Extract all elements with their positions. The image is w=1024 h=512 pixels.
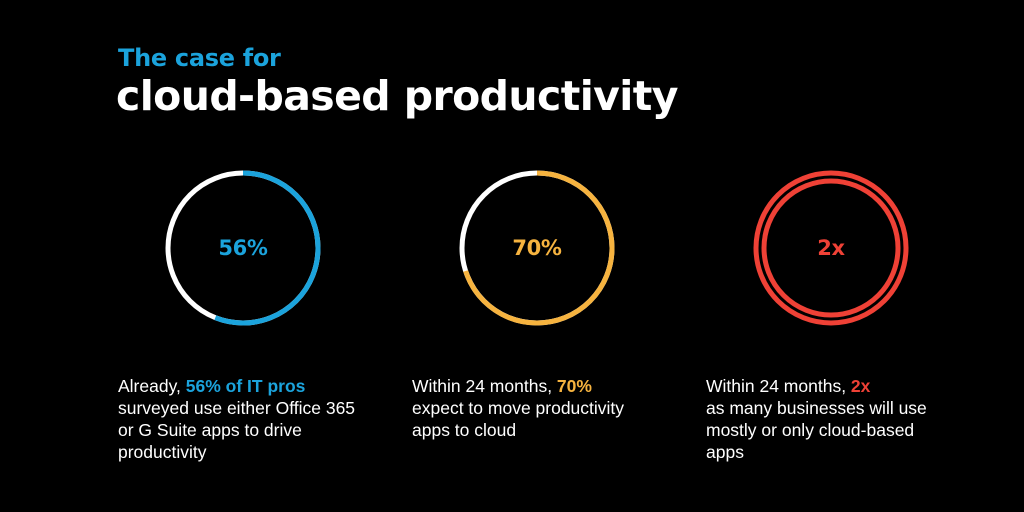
stat-description: Already, 56% of IT pros surveyed use eit… — [118, 375, 368, 463]
stat-description: Within 24 months, 2x as many businesses … — [706, 375, 956, 463]
progress-ring-70: 70% — [457, 168, 617, 328]
stat-value: 2x — [817, 236, 845, 260]
page-title: cloud-based productivity — [116, 72, 678, 120]
stat-value: 70% — [512, 236, 562, 260]
desc-highlight: 2x — [850, 376, 871, 396]
stat-description: Within 24 months, 70% expect to move pro… — [412, 375, 662, 441]
desc-body: as many businesses will use mostly or on… — [706, 398, 927, 462]
ring-progress — [459, 170, 615, 326]
ring-outer — [753, 170, 909, 326]
ring-inner — [761, 178, 901, 318]
desc-body: expect to move productivity apps to clou… — [412, 398, 625, 440]
double-ring-2x: 2x — [751, 168, 911, 328]
desc-lead: Within 24 months, — [706, 376, 851, 396]
desc-highlight: 70% — [556, 376, 592, 396]
progress-ring-56: 56% — [163, 168, 323, 328]
ring-progress — [165, 170, 321, 326]
desc-highlight: 56% of IT pros — [185, 376, 306, 396]
stat-value: 56% — [218, 236, 268, 260]
section-kicker: The case for — [118, 44, 281, 72]
desc-body: surveyed use either Office 365 or G Suit… — [118, 398, 356, 462]
desc-lead: Within 24 months, — [412, 376, 557, 396]
desc-lead: Already, — [118, 376, 186, 396]
